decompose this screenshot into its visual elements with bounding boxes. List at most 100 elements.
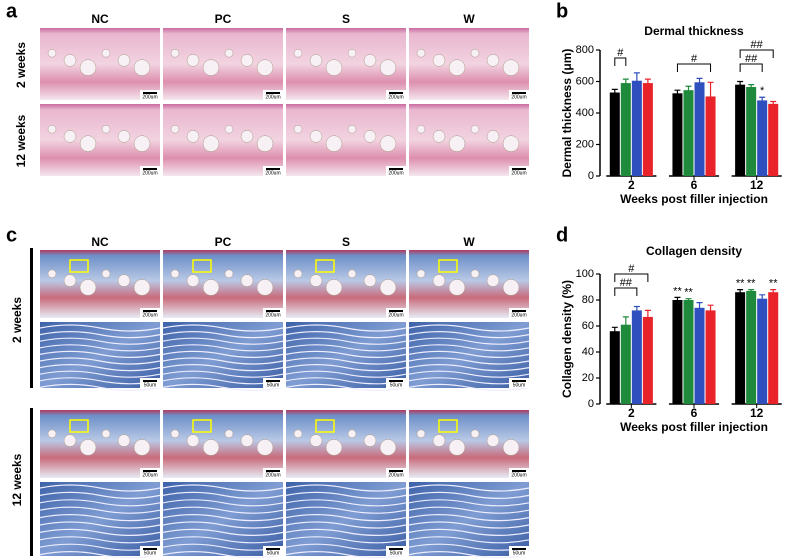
- scale-bar: [389, 168, 403, 170]
- y-tick-label: 600: [576, 75, 594, 87]
- error-bar: [633, 305, 640, 315]
- adipocyte: [63, 54, 77, 67]
- adipocyte: [117, 130, 131, 143]
- fiber: [162, 383, 284, 391]
- scale-bar-box: [509, 468, 529, 478]
- error-bar: [759, 96, 766, 104]
- scale-bar: [512, 92, 526, 94]
- y-tick-label: 0: [588, 170, 594, 182]
- scale-bar-box: [509, 90, 529, 100]
- significance: **: [673, 285, 682, 297]
- bar: [705, 310, 716, 404]
- fiber: [408, 491, 530, 499]
- adipocyte: [470, 269, 480, 279]
- adipocyte: [448, 59, 466, 76]
- zoom-box: [69, 259, 89, 273]
- adipocyte: [47, 269, 57, 279]
- scale-bar-label: 50um: [267, 550, 280, 556]
- error-bar: [685, 85, 692, 95]
- fiber: [39, 364, 161, 372]
- scale-bar-box: [386, 308, 406, 318]
- adipocyte: [379, 279, 397, 296]
- significance: #: [628, 263, 635, 275]
- scale-bar: [389, 380, 403, 382]
- fiber: [39, 528, 161, 536]
- y-tick-label: 80: [582, 294, 594, 306]
- bar: [705, 96, 716, 176]
- fiber: [162, 506, 284, 514]
- fiber: [162, 551, 284, 559]
- scale-bar-label: 200um: [511, 170, 526, 176]
- fiber: [285, 551, 407, 559]
- fiber: [408, 350, 530, 358]
- adipocyte: [293, 48, 303, 58]
- fiber: [285, 350, 407, 358]
- adipocyte: [186, 274, 200, 287]
- adipocyte: [309, 130, 323, 143]
- significance: **: [684, 287, 693, 299]
- fiber: [162, 514, 284, 522]
- bar: [746, 290, 757, 404]
- adipocyte: [432, 274, 446, 287]
- scale-bar-label: 200um: [388, 170, 403, 176]
- y-tick-label: 800: [576, 44, 594, 56]
- adipocyte: [293, 269, 303, 279]
- x-tick-label: 12: [750, 178, 764, 192]
- zoom-box: [438, 259, 458, 273]
- fiber: [39, 499, 161, 507]
- adipocyte: [256, 279, 274, 296]
- fiber: [285, 521, 407, 529]
- adipocyte: [486, 434, 500, 447]
- scale-bar-box: [140, 166, 160, 176]
- significance: **: [747, 278, 756, 290]
- adipocyte: [363, 130, 377, 143]
- fiber: [285, 506, 407, 514]
- adipocyte: [486, 274, 500, 287]
- scale-bar: [512, 470, 526, 472]
- y-tick-label: 40: [582, 346, 594, 358]
- scale-bar-box: [509, 378, 529, 388]
- bar: [683, 90, 694, 176]
- scale-bar-label: 200um: [142, 472, 157, 478]
- error-bar: [770, 289, 777, 295]
- adipocyte: [240, 54, 254, 67]
- scale-bar-label: 50um: [513, 382, 526, 388]
- error-bar: [611, 326, 618, 336]
- column-header: W: [463, 235, 475, 249]
- fiber: [39, 383, 161, 391]
- significance: **: [736, 278, 745, 290]
- x-axis-label: Weeks post filler injection: [620, 420, 768, 434]
- scale-bar-label: 200um: [142, 312, 157, 318]
- fiber: [408, 337, 530, 345]
- scale-bar-box: [386, 546, 406, 556]
- fiber: [408, 551, 530, 559]
- adipocyte: [448, 135, 466, 152]
- fiber: [285, 364, 407, 372]
- scale-bar: [512, 310, 526, 312]
- adipocyte: [416, 124, 426, 134]
- scale-bar: [389, 310, 403, 312]
- adipocyte: [202, 59, 220, 76]
- error-bar: [633, 72, 640, 89]
- fiber: [285, 344, 407, 352]
- adipocyte: [347, 48, 357, 58]
- significance-bracket: [614, 57, 627, 66]
- error-bar: [622, 78, 629, 88]
- scale-bar-box: [263, 468, 283, 478]
- scale-bar: [512, 168, 526, 170]
- adipocyte: [416, 269, 426, 279]
- fiber: [408, 514, 530, 522]
- fiber: [162, 331, 284, 339]
- adipocyte: [117, 54, 131, 67]
- adipocyte: [117, 434, 131, 447]
- scale-bar-box: [140, 546, 160, 556]
- error-bar: [622, 316, 629, 333]
- y-axis-label: Dermal thickness (μm): [560, 49, 574, 178]
- scale-bar: [143, 380, 157, 382]
- bar: [642, 83, 653, 176]
- column-header: W: [463, 12, 475, 26]
- adipocyte: [256, 135, 274, 152]
- scale-bar: [266, 310, 280, 312]
- error-bar: [674, 89, 681, 97]
